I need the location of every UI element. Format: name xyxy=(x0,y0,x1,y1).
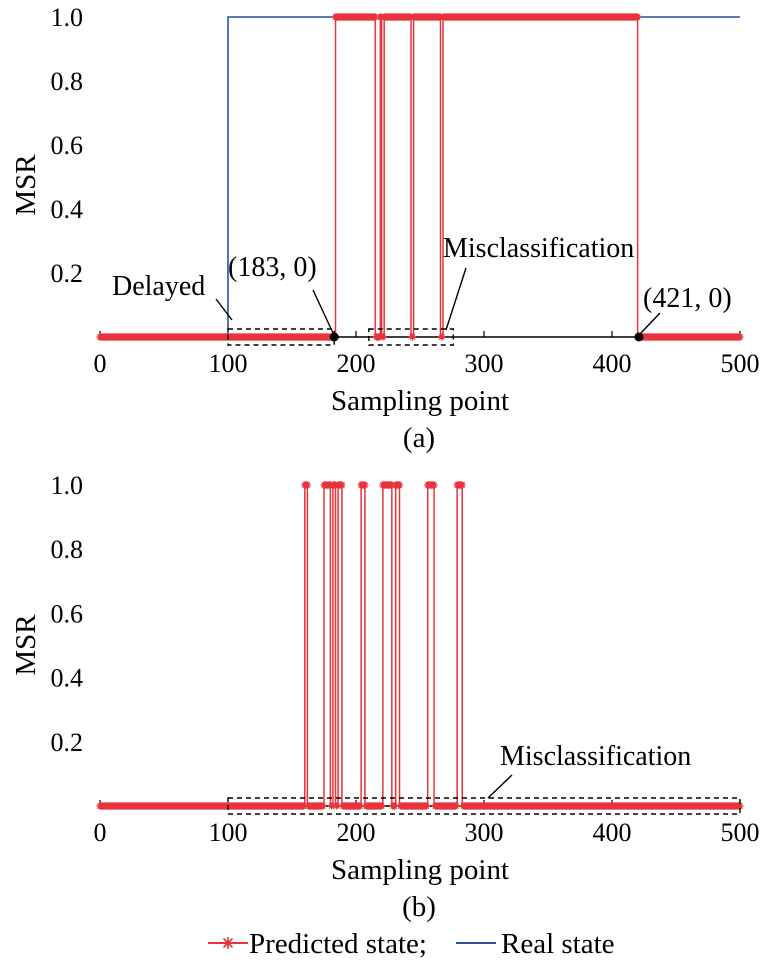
legend: Predicted state; Real state xyxy=(208,928,615,960)
x-axis-label: Sampling point xyxy=(331,854,509,886)
y-axis-label: MSR xyxy=(10,154,42,216)
x-tick-label: 400 xyxy=(593,349,632,378)
annotation-box xyxy=(368,328,454,346)
y-tick-label: 0.8 xyxy=(51,67,84,96)
chart-panel-a: 0 100 200 300 400 500 0.2 0.4 0.6 0.8 1.0 MSR Samp… xyxy=(10,3,760,454)
y-tick-label: 0.2 xyxy=(51,259,84,288)
plot-area: 0 100 200 300 400 500 0.2 0.4 0.6 0.8 1.0 xyxy=(51,471,760,847)
point-183-leader-line xyxy=(312,289,334,334)
x-tick-label: 500 xyxy=(721,818,760,847)
annotation-delayed: Delayed xyxy=(112,271,205,302)
y-tick-label: 0.6 xyxy=(51,131,84,160)
annotation-point-marker xyxy=(634,332,644,342)
annotation-box xyxy=(227,328,335,346)
plot-area: 0 100 200 300 400 500 0.2 0.4 0.6 0.8 1.0 xyxy=(51,3,760,378)
y-tick-label: 0.2 xyxy=(51,728,84,757)
series-predicted-state-markers xyxy=(96,481,744,810)
x-tick-label: 500 xyxy=(721,349,760,378)
annotation-box xyxy=(227,797,741,815)
misclassification-leader-line xyxy=(487,774,513,799)
series-predicted-state-markers xyxy=(96,13,744,341)
legend-predicted-swatch xyxy=(208,937,248,949)
x-axis-label: Sampling point xyxy=(331,385,509,417)
annotation-misclassification: Misclassification xyxy=(500,741,691,772)
x-tick-label: 0 xyxy=(94,349,107,378)
misclassification-leader-line xyxy=(445,267,467,331)
legend-real-label: Real state xyxy=(501,928,615,960)
x-tick-label: 400 xyxy=(593,818,632,847)
x-tick-label: 300 xyxy=(465,818,504,847)
y-tick-label: 1.0 xyxy=(51,471,84,500)
panel-label: (b) xyxy=(402,891,436,923)
delayed-leader-line xyxy=(215,298,233,321)
x-tick-label: 200 xyxy=(337,818,376,847)
point-421-leader-line xyxy=(639,312,661,335)
x-tick-label: 100 xyxy=(209,349,248,378)
x-tick-label: 200 xyxy=(337,349,376,378)
annotation-point-421: (421, 0) xyxy=(643,283,732,314)
y-tick-label: 1.0 xyxy=(51,3,84,32)
x-tick-label: 100 xyxy=(209,818,248,847)
y-tick-label: 0.8 xyxy=(51,535,84,564)
panel-label: (a) xyxy=(403,422,435,454)
y-tick-label: 0.6 xyxy=(51,599,84,628)
x-tick-label: 300 xyxy=(465,349,504,378)
x-tick-label: 0 xyxy=(94,818,107,847)
annotation-misclassification: Misclassification xyxy=(443,233,634,264)
chart-panel-b: 0 100 200 300 400 500 0.2 0.4 0.6 0.8 1.0 MSR Samp… xyxy=(10,471,760,923)
legend-predicted-label: Predicted state; xyxy=(249,928,427,960)
y-axis-label: MSR xyxy=(10,614,42,676)
y-tick-label: 0.4 xyxy=(51,195,84,224)
annotation-point-183: (183, 0) xyxy=(228,252,317,283)
annotation-point-marker xyxy=(329,332,339,342)
y-tick-label: 0.4 xyxy=(51,664,84,693)
